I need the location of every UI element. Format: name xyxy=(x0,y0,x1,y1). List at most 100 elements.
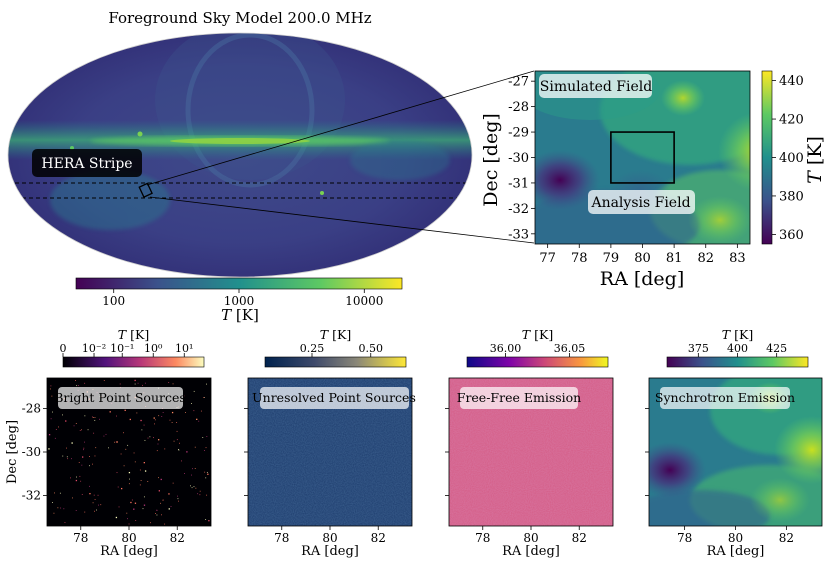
point-source xyxy=(204,471,206,473)
point-source xyxy=(171,411,174,414)
point-source xyxy=(147,437,149,439)
unresolved-sources-colorbar xyxy=(264,356,407,368)
point-source xyxy=(75,380,76,381)
zoom-xtick-label: 79 xyxy=(603,251,620,266)
point-source xyxy=(116,415,117,417)
free-free-label: Free-Free Emission xyxy=(457,390,581,405)
point-source xyxy=(81,493,83,495)
point-source xyxy=(135,520,137,521)
zoom-xlabel: RA [deg] xyxy=(600,268,684,290)
point-source xyxy=(55,429,57,430)
bottom-xtick-label: 78 xyxy=(677,531,692,545)
sky-colorbar-tick-label: 1000 xyxy=(224,294,255,308)
point-source xyxy=(67,458,69,460)
point-source xyxy=(203,450,205,451)
point-source xyxy=(62,414,63,416)
point-source xyxy=(123,465,125,467)
point-source xyxy=(147,481,149,482)
point-source xyxy=(199,490,201,492)
point-source xyxy=(203,397,205,398)
point-source xyxy=(109,411,111,413)
point-source xyxy=(119,383,121,385)
point-source xyxy=(79,429,81,431)
point-source xyxy=(51,395,53,397)
hera-stripe-label-box xyxy=(32,149,142,177)
point-source xyxy=(48,433,51,436)
point-source xyxy=(171,422,173,423)
point-source xyxy=(170,506,172,507)
point-source xyxy=(178,500,179,502)
point-source xyxy=(128,471,131,474)
zoom-xtick-label: 83 xyxy=(729,251,746,266)
bottom-xlabel: RA [deg] xyxy=(502,544,560,559)
point-source xyxy=(144,470,147,472)
point-source xyxy=(206,383,207,385)
point-source xyxy=(156,514,158,516)
point-source xyxy=(134,502,137,504)
point-source xyxy=(87,429,89,431)
point-source xyxy=(149,436,151,438)
point-source xyxy=(153,417,155,419)
small-colorbar-label: T [K] xyxy=(118,327,149,342)
point-source xyxy=(172,383,174,385)
point-source xyxy=(131,499,133,501)
zoom-ytick-label: -32 xyxy=(508,202,529,217)
point-source xyxy=(202,437,204,438)
point-source xyxy=(95,447,97,449)
point-source xyxy=(157,443,159,445)
point-source xyxy=(144,382,146,384)
point-source xyxy=(158,415,160,417)
point-source xyxy=(82,456,84,458)
point-source xyxy=(176,430,178,432)
point-source xyxy=(66,456,68,458)
point-source xyxy=(164,448,166,450)
point-source xyxy=(96,509,97,511)
point-source xyxy=(178,449,180,451)
point-source xyxy=(154,419,156,421)
point-source xyxy=(115,516,118,519)
point-source xyxy=(129,478,130,480)
point-source xyxy=(191,474,192,476)
point-source xyxy=(160,478,162,481)
point-source xyxy=(192,468,193,470)
bottom-xtick-label: 82 xyxy=(572,531,587,545)
point-source xyxy=(58,426,59,428)
point-source xyxy=(75,423,77,424)
zoom-ytick-label: -33 xyxy=(508,227,529,242)
bottom-ytick-label: -28 xyxy=(22,401,41,415)
bright-sources-label: Bright Point Sources xyxy=(54,390,186,405)
zoom-xtick-label: 82 xyxy=(697,251,714,266)
point-source xyxy=(75,479,78,482)
point-source xyxy=(143,504,146,506)
point-source xyxy=(143,462,145,464)
point-source xyxy=(193,486,195,488)
bottom-xlabel: RA [deg] xyxy=(301,544,359,559)
zoom-colorbar-tick-label: 380 xyxy=(779,189,804,204)
point-source xyxy=(84,382,86,384)
bottom-xtick-label: 80 xyxy=(523,531,538,545)
small-colorbar-tick-label: 10⁰ xyxy=(144,342,163,355)
point-source xyxy=(124,409,126,412)
point-source xyxy=(89,465,90,467)
synchrotron-label-box xyxy=(660,387,790,409)
point-source xyxy=(114,441,116,443)
point-source xyxy=(176,439,178,441)
free-free-label-box xyxy=(460,387,578,409)
point-source xyxy=(80,480,82,482)
bright-sources-colorbar xyxy=(62,356,205,368)
point-source xyxy=(98,504,99,506)
point-source xyxy=(120,487,123,490)
point-source xyxy=(71,458,72,460)
point-source xyxy=(142,384,143,386)
bottom-xtick-label: 80 xyxy=(121,531,136,545)
point-source xyxy=(118,506,120,508)
synchrotron-colorbar xyxy=(666,356,809,368)
point-source xyxy=(100,504,102,506)
point-source xyxy=(59,492,61,494)
point-source xyxy=(72,497,73,499)
point-source xyxy=(136,412,138,414)
point-source xyxy=(83,447,85,449)
point-source xyxy=(52,502,53,503)
point-source xyxy=(126,512,128,514)
point-source xyxy=(205,477,207,479)
